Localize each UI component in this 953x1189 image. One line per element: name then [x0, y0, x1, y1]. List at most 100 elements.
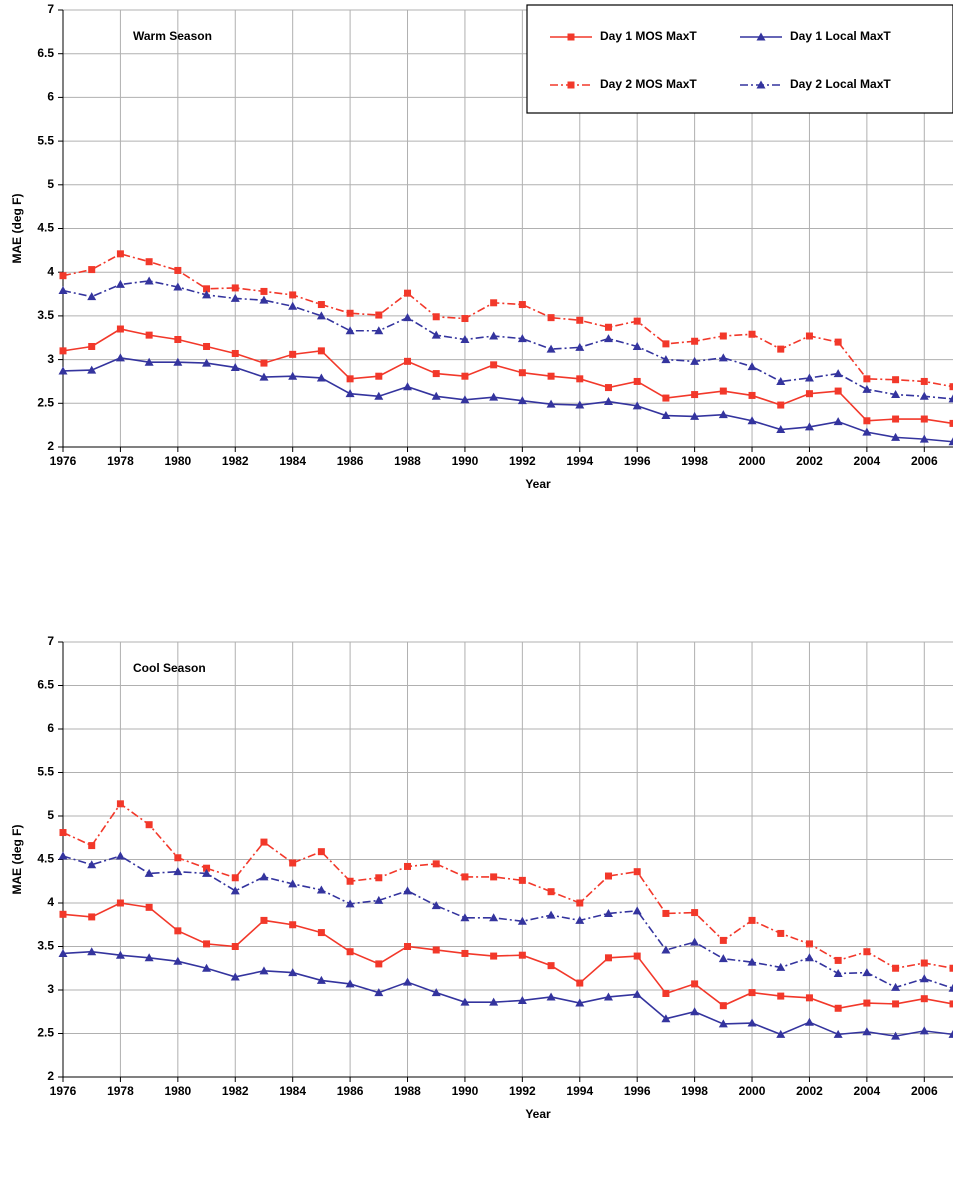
marker: [174, 854, 182, 862]
marker: [404, 289, 412, 297]
marker: [920, 959, 928, 967]
marker: [919, 434, 929, 443]
marker: [289, 350, 297, 358]
x-tick-label: 1998: [681, 1084, 708, 1098]
marker: [231, 284, 239, 292]
marker: [949, 383, 953, 391]
marker: [891, 432, 901, 441]
x-tick-label: 1978: [107, 454, 134, 468]
marker: [719, 1002, 727, 1010]
marker: [432, 946, 440, 954]
y-tick-label: 4.5: [37, 852, 54, 866]
marker: [87, 947, 97, 956]
marker: [460, 334, 470, 343]
marker: [690, 1007, 700, 1016]
marker: [862, 968, 872, 977]
marker: [863, 375, 871, 383]
x-axis-label: Year: [525, 477, 551, 491]
marker: [805, 390, 813, 398]
marker: [346, 877, 354, 885]
marker: [432, 370, 440, 378]
marker: [115, 353, 125, 362]
x-tick-label: 1988: [394, 1084, 421, 1098]
x-tick-label: 1992: [509, 454, 536, 468]
marker: [662, 989, 670, 997]
marker: [518, 301, 526, 309]
marker: [547, 888, 555, 896]
marker: [949, 964, 953, 972]
marker: [259, 295, 269, 304]
marker: [317, 301, 325, 309]
marker: [345, 899, 355, 908]
marker: [891, 1031, 901, 1040]
marker: [345, 326, 355, 335]
marker: [202, 358, 212, 367]
marker: [289, 859, 297, 867]
marker: [375, 960, 383, 968]
x-tick-label: 2004: [854, 454, 881, 468]
marker: [288, 371, 298, 380]
marker: [202, 868, 212, 877]
marker: [374, 895, 384, 904]
marker: [460, 395, 470, 404]
marker: [461, 873, 469, 881]
x-tick-label: 2000: [739, 454, 766, 468]
marker: [431, 391, 441, 400]
marker: [891, 390, 901, 399]
marker: [59, 829, 67, 837]
marker: [58, 366, 68, 375]
marker: [203, 940, 211, 948]
marker: [575, 400, 585, 409]
marker: [863, 417, 871, 425]
y-tick-label: 5: [47, 177, 54, 191]
marker: [661, 411, 671, 420]
marker: [145, 258, 153, 266]
marker: [892, 1000, 900, 1008]
marker: [719, 332, 727, 340]
marker: [776, 376, 786, 385]
marker: [316, 373, 326, 382]
marker: [920, 377, 928, 385]
marker: [718, 954, 728, 963]
marker: [115, 279, 125, 288]
marker: [948, 437, 953, 446]
marker: [288, 879, 298, 888]
marker: [517, 916, 527, 925]
x-tick-label: 1990: [452, 454, 479, 468]
marker: [288, 301, 298, 310]
marker: [403, 886, 413, 895]
marker: [116, 800, 124, 808]
marker: [259, 372, 269, 381]
legend-label: Day 1 Local MaxT: [790, 29, 891, 43]
marker: [460, 997, 470, 1006]
marker: [567, 33, 575, 41]
marker: [834, 1004, 842, 1012]
y-tick-label: 6: [47, 721, 54, 735]
line: [62, 280, 953, 400]
marker: [691, 980, 699, 988]
marker: [230, 293, 240, 302]
y-tick-label: 4.5: [37, 221, 54, 235]
marker: [547, 372, 555, 380]
marker: [546, 992, 556, 1001]
x-tick-label: 2002: [796, 1084, 823, 1098]
marker: [174, 266, 182, 274]
x-tick-label: 2006: [911, 454, 938, 468]
marker: [59, 347, 67, 355]
marker: [518, 369, 526, 377]
marker: [576, 375, 584, 383]
marker: [317, 848, 325, 856]
marker: [863, 999, 871, 1007]
marker: [59, 910, 67, 918]
marker: [892, 376, 900, 384]
marker: [260, 838, 268, 846]
marker: [203, 864, 211, 872]
marker: [288, 968, 298, 977]
x-tick-label: 1976: [50, 1084, 77, 1098]
marker: [576, 979, 584, 987]
y-tick-label: 3: [47, 352, 54, 366]
marker: [603, 397, 613, 406]
legend-label: Day 2 MOS MaxT: [600, 77, 697, 91]
marker: [116, 325, 124, 333]
marker: [375, 311, 383, 319]
